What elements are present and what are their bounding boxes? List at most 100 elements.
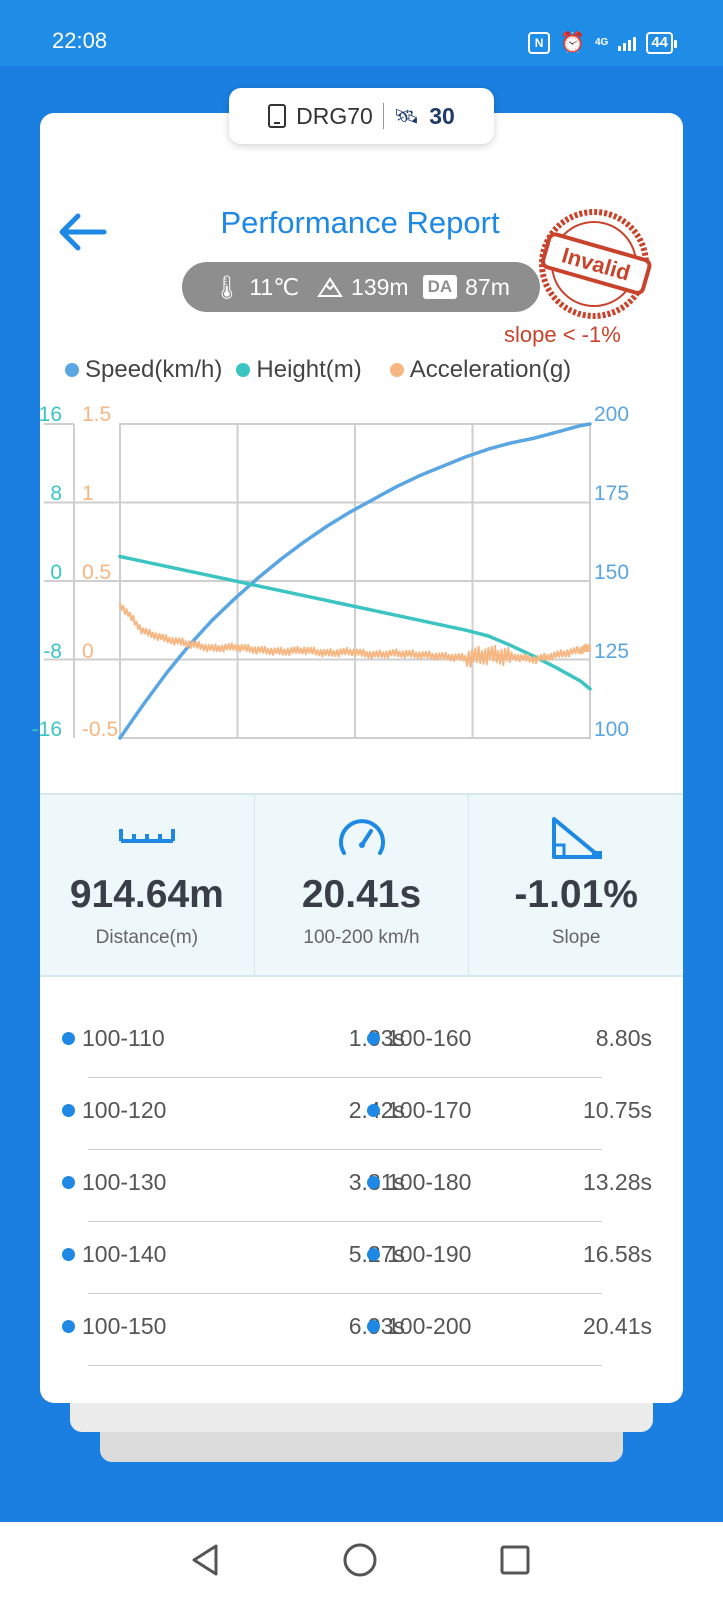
slope-warning: slope < -1% (504, 322, 621, 347)
bullet-icon (62, 1032, 75, 1045)
thermometer-icon: 🌡 (212, 273, 242, 300)
device-tag: DRG70 🛰 30 (229, 88, 494, 144)
home-nav-icon[interactable] (342, 1542, 378, 1578)
tick-label-speed: 175 (594, 482, 629, 505)
recents-nav-icon[interactable] (498, 1542, 532, 1578)
series-line-height (118, 554, 592, 691)
performance-chart: 16 8 0 -8 -16 1.5 1 0.5 0 -0.5 200 175 150 125 100 (32, 403, 629, 741)
table-row: 100-120 2.42s 100-170 10.75s (62, 1082, 652, 1154)
tick-label-speed: 125 (594, 640, 629, 663)
legend-dot (389, 363, 404, 377)
report-card (40, 113, 683, 1403)
distance-label: Distance(m) (95, 927, 199, 948)
tick-label-height: -16 (32, 718, 62, 741)
legend-label: Height(m) (256, 356, 362, 383)
ruler-icon (118, 829, 175, 843)
speedometer-icon (338, 819, 385, 855)
bullet-icon (62, 1176, 75, 1189)
tick-label-acceleration: 0.5 (82, 561, 111, 584)
density-altitude-icon: DA (422, 275, 458, 299)
split-label: 100-180 (387, 1169, 472, 1195)
network-type: 4G (594, 37, 609, 48)
temperature-value: 11℃ (249, 273, 300, 300)
bullet-icon (367, 1176, 380, 1189)
split-label: 100-150 (82, 1313, 167, 1339)
stats-panel: 914.64m Distance(m) 20.41s 100-200 km/h … (40, 793, 683, 977)
split-label: 100-140 (82, 1241, 167, 1267)
tick-label-height: 8 (50, 482, 62, 505)
time-label: 100-200 km/h (303, 927, 420, 948)
legend-acceleration: Acceleration(g) (389, 356, 572, 384)
stat-time: 20.41s 100-200 km/h (253, 795, 469, 975)
chart-legend: Speed(km/h) Height(m) Acceleration(g) (65, 356, 571, 384)
device-name: DRG70 (296, 102, 373, 129)
bullet-icon (367, 1248, 380, 1261)
divider (382, 103, 384, 129)
mountain-icon (317, 277, 343, 297)
bullet-icon (62, 1248, 75, 1261)
back-arrow-icon[interactable] (56, 212, 108, 252)
nfc-icon: N (528, 31, 551, 54)
invalid-stamp: Invalid (539, 209, 652, 319)
tick-label-height: 16 (39, 403, 62, 426)
system-nav-bar (0, 1522, 723, 1600)
page-title: Performance Report (220, 205, 500, 240)
satellite-icon: 🛰 (393, 105, 420, 128)
bullet-icon (62, 1104, 75, 1117)
slope-label: Slope (551, 927, 601, 948)
split-time: 20.41s (582, 1313, 652, 1339)
stat-slope: -1.01% Slope (468, 795, 683, 975)
tick-label-acceleration: 1 (82, 482, 94, 505)
legend-dot (236, 363, 251, 377)
tick-label-speed: 150 (594, 561, 629, 584)
split-label: 100-130 (82, 1169, 167, 1195)
tick-label-speed: 100 (594, 718, 629, 741)
split-time: 16.58s (582, 1241, 652, 1267)
tick-label-acceleration: 0 (82, 640, 94, 663)
tick-label-acceleration: -0.5 (82, 718, 118, 741)
conditions-pill: 🌡 11℃ 139m DA 87m (182, 262, 540, 312)
table-row: 100-150 6.93s 100-200 20.41s (62, 1298, 652, 1370)
device-icon (268, 104, 287, 128)
split-label: 100-170 (387, 1097, 472, 1123)
split-time: 10.75s (582, 1097, 652, 1123)
distance-value: 914.64m (69, 873, 224, 916)
legend-label: Acceleration(g) (409, 356, 572, 383)
split-label: 100-110 (82, 1025, 165, 1051)
back-nav-icon[interactable] (188, 1542, 222, 1578)
table-row: 100-130 3.81s 100-180 13.28s (62, 1154, 652, 1226)
split-label: 100-120 (82, 1097, 167, 1123)
series-line-speed (118, 422, 592, 740)
table-row: 100-110 1.03s 100-160 8.80s (62, 1010, 652, 1082)
split-time: 8.80s (595, 1025, 652, 1051)
bullet-icon (367, 1032, 380, 1045)
slope-icon (552, 817, 603, 859)
slope-value: -1.01% (514, 873, 638, 916)
table-row: 100-140 5.27s 100-190 16.58s (62, 1226, 652, 1298)
density-altitude-value: 87m (465, 273, 510, 300)
bullet-icon (367, 1104, 380, 1117)
status-icons: N ⏰ 4G 44 (528, 30, 677, 55)
time-value: 20.41s (301, 873, 422, 916)
legend-speed: Speed(km/h) (65, 356, 222, 384)
satellite-count: 30 (429, 102, 455, 129)
split-label: 100-190 (387, 1241, 472, 1267)
legend-height: Height(m) (236, 356, 362, 384)
alarm-icon: ⏰ (560, 32, 585, 54)
split-time: 13.28s (582, 1169, 652, 1195)
bullet-icon (62, 1320, 75, 1333)
legend-label: Speed(km/h) (85, 356, 223, 383)
status-bar: 22:08 N ⏰ 4G 44 (0, 0, 723, 66)
status-time: 22:08 (52, 28, 108, 53)
split-label: 100-160 (387, 1025, 472, 1051)
tick-label-speed: 200 (594, 403, 629, 426)
signal-icon (618, 35, 637, 51)
stat-distance: 914.64m Distance(m) (40, 795, 254, 975)
legend-dot (65, 363, 79, 377)
bullet-icon (367, 1320, 380, 1333)
split-times-table: 100-110 1.03s 100-160 8.80s 100-120 2.42… (62, 1010, 652, 1370)
altitude-value: 139m (351, 273, 409, 300)
series-line-acceleration (119, 601, 591, 668)
tick-label-height: -8 (43, 640, 62, 663)
split-label: 100-200 (387, 1313, 472, 1339)
